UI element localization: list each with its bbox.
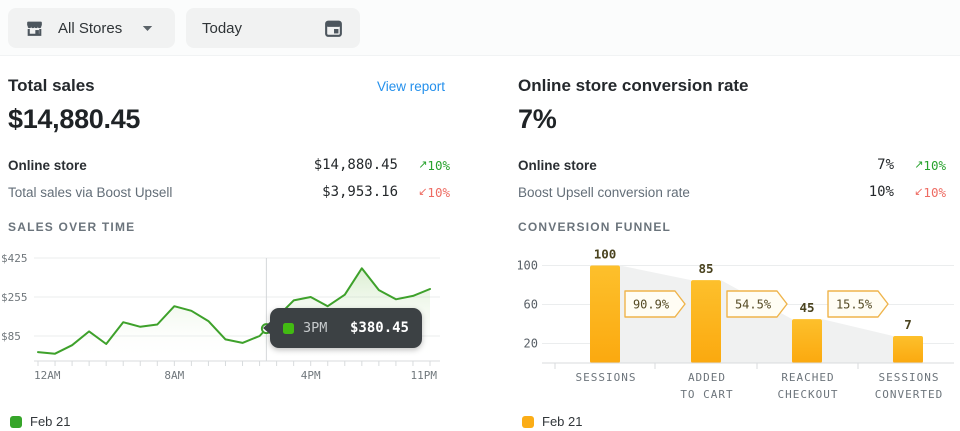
total-sales-panel: Total sales View report $14,880.45 Onlin… bbox=[1, 56, 458, 431]
conversion-rate-value: 7% bbox=[518, 104, 557, 134]
y-axis-label: $85 bbox=[1, 330, 21, 343]
panel-title: Online store conversion rate bbox=[518, 76, 749, 95]
trend-down-icon: ↙ bbox=[914, 184, 924, 198]
tooltip-series-swatch bbox=[283, 322, 294, 334]
metric-label: Total sales via Boost Upsell bbox=[8, 184, 173, 200]
conversion-badge bbox=[624, 290, 686, 318]
x-axis-label: 4PM bbox=[301, 369, 321, 382]
metric-value: $14,880.45 bbox=[313, 157, 398, 173]
metric-label: Online store bbox=[8, 157, 87, 173]
conversion-badge bbox=[827, 290, 889, 318]
funnel-bar[interactable] bbox=[893, 336, 923, 363]
chart-tooltip: 3PM $380.45 bbox=[263, 308, 422, 348]
metric-value: 10% bbox=[868, 184, 894, 200]
legend-label: Feb 21 bbox=[542, 414, 583, 429]
metric-row-online-store: Online store $14,880.45 ↗10% bbox=[8, 154, 450, 176]
funnel-bar[interactable] bbox=[691, 280, 721, 363]
section-title-conversion-funnel: CONVERSION FUNNEL bbox=[518, 220, 672, 234]
bar-value-label: 85 bbox=[698, 261, 713, 276]
topbar: All Stores Today bbox=[0, 0, 960, 56]
metric-value: 7% bbox=[877, 157, 894, 173]
chevron-down-icon bbox=[142, 25, 153, 32]
trend-up-icon: ↗ bbox=[914, 157, 924, 171]
y-axis-label: $255 bbox=[1, 291, 28, 304]
metric-row-online-store: Online store 7% ↗10% bbox=[518, 154, 946, 176]
y-axis-label: 20 bbox=[524, 337, 538, 351]
legend-label: Feb 21 bbox=[30, 414, 71, 429]
panel-title: Total sales bbox=[8, 76, 95, 95]
category-label: TO CART bbox=[680, 388, 733, 401]
category-label: ADDED bbox=[688, 371, 726, 384]
storefront-icon bbox=[24, 18, 45, 39]
conversion-badge-label: 15.5% bbox=[836, 298, 873, 312]
metric-delta: ↙10% bbox=[914, 184, 946, 200]
category-label: CHECKOUT bbox=[778, 388, 839, 401]
legend-swatch-orange bbox=[522, 415, 534, 428]
funnel-legend: Feb 21 bbox=[522, 414, 582, 429]
funnel-silhouette bbox=[822, 319, 893, 363]
metric-row-boost-upsell: Total sales via Boost Upsell $3,953.16 ↙… bbox=[8, 181, 450, 203]
conversion-funnel-chart[interactable]: 100 60 20 100 85 45 7 90.9% 54.5% 15.5% SESSIONS AD… bbox=[518, 240, 954, 412]
total-sales-value: $14,880.45 bbox=[8, 104, 141, 134]
conversion-badge-label: 54.5% bbox=[735, 298, 772, 312]
conversion-badge-label: 90.9% bbox=[633, 298, 670, 312]
conversion-badge bbox=[726, 290, 788, 318]
metric-value: $3,953.16 bbox=[322, 184, 398, 200]
tooltip-time: 3PM bbox=[303, 320, 328, 336]
store-selector-button[interactable]: All Stores bbox=[8, 8, 175, 48]
bar-value-label: 7 bbox=[904, 317, 912, 332]
funnel-bar[interactable] bbox=[792, 319, 822, 363]
conversion-rate-panel: Online store conversion rate 7% Online s… bbox=[518, 56, 954, 431]
y-axis-label: 60 bbox=[524, 298, 538, 312]
section-title-sales-over-time: SALES OVER TIME bbox=[8, 220, 136, 234]
sales-legend: Feb 21 bbox=[10, 414, 70, 429]
date-selector-button[interactable]: Today bbox=[186, 8, 360, 48]
bar-value-label: 45 bbox=[799, 300, 814, 315]
bar-value-label: 100 bbox=[594, 247, 617, 262]
y-axis-label: $425 bbox=[1, 252, 28, 265]
x-axis-label: 11PM bbox=[411, 369, 438, 382]
metric-label: Online store bbox=[518, 157, 597, 173]
trend-down-icon: ↙ bbox=[418, 184, 428, 198]
funnel-bar[interactable] bbox=[590, 265, 620, 364]
metric-delta: ↗10% bbox=[914, 157, 946, 173]
y-axis-label: 100 bbox=[518, 259, 538, 273]
metric-label: Boost Upsell conversion rate bbox=[518, 184, 690, 200]
tooltip-value: $380.45 bbox=[349, 320, 409, 336]
view-report-link[interactable]: View report bbox=[376, 79, 445, 94]
x-axis-label: 8AM bbox=[164, 369, 184, 382]
store-selector-label: All Stores bbox=[58, 19, 123, 37]
metric-row-boost-upsell: Boost Upsell conversion rate 10% ↙10% bbox=[518, 181, 946, 203]
sales-line-chart[interactable]: $425 $255 $85 12AM 8AM 4PM 11PM 3PM $380.45 bbox=[0, 240, 458, 412]
sales-line[interactable] bbox=[37, 267, 431, 355]
category-label: CONVERTED bbox=[875, 388, 944, 401]
x-axis-label: 12AM bbox=[34, 369, 61, 382]
metric-delta: ↙10% bbox=[418, 184, 450, 200]
calendar-icon bbox=[323, 18, 344, 39]
category-label: SESSIONS bbox=[879, 371, 940, 384]
category-label: SESSIONS bbox=[576, 371, 637, 384]
trend-up-icon: ↗ bbox=[418, 157, 428, 171]
legend-swatch-green bbox=[10, 415, 22, 428]
metric-delta: ↗10% bbox=[418, 157, 450, 173]
date-selector-label: Today bbox=[202, 19, 243, 37]
category-label: REACHED bbox=[781, 371, 834, 384]
